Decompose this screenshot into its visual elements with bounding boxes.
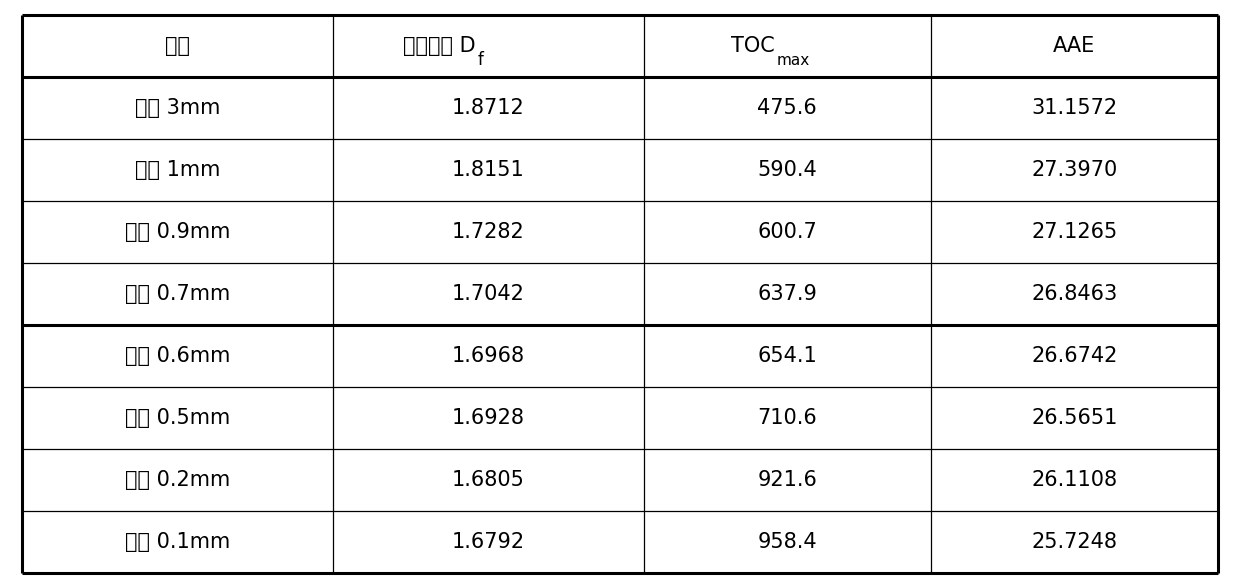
Text: 1.8712: 1.8712 bbox=[453, 98, 525, 118]
Text: 1.6968: 1.6968 bbox=[451, 346, 525, 366]
Text: 水稼 0.6mm: 水稼 0.6mm bbox=[125, 346, 231, 366]
Text: 600.7: 600.7 bbox=[758, 222, 817, 242]
Text: 958.4: 958.4 bbox=[758, 532, 817, 552]
Text: max: max bbox=[776, 53, 810, 68]
Text: 26.5651: 26.5651 bbox=[1030, 408, 1117, 428]
Text: 水稼 1mm: 水稼 1mm bbox=[135, 160, 221, 180]
Text: 637.9: 637.9 bbox=[758, 284, 817, 304]
Text: 1.6928: 1.6928 bbox=[453, 408, 525, 428]
Text: 475.6: 475.6 bbox=[758, 98, 817, 118]
Text: 921.6: 921.6 bbox=[758, 470, 817, 490]
Text: TOC: TOC bbox=[732, 36, 775, 56]
Text: 31.1572: 31.1572 bbox=[1032, 98, 1117, 118]
Text: 1.8151: 1.8151 bbox=[453, 160, 525, 180]
Text: 水稼 0.1mm: 水稼 0.1mm bbox=[125, 532, 231, 552]
Text: 26.1108: 26.1108 bbox=[1032, 470, 1117, 490]
Text: 水稼 0.5mm: 水稼 0.5mm bbox=[125, 408, 231, 428]
Text: 水稼 0.2mm: 水稼 0.2mm bbox=[125, 470, 231, 490]
Text: 水稼 3mm: 水稼 3mm bbox=[135, 98, 221, 118]
Text: 1.7282: 1.7282 bbox=[453, 222, 525, 242]
Text: 26.6742: 26.6742 bbox=[1030, 346, 1117, 366]
Text: 名称: 名称 bbox=[165, 36, 190, 56]
Text: 1.6792: 1.6792 bbox=[451, 532, 525, 552]
Text: 25.7248: 25.7248 bbox=[1032, 532, 1117, 552]
Text: 26.8463: 26.8463 bbox=[1032, 284, 1117, 304]
Text: 710.6: 710.6 bbox=[758, 408, 817, 428]
Text: 水稼 0.9mm: 水稼 0.9mm bbox=[125, 222, 231, 242]
Text: f: f bbox=[477, 51, 484, 69]
Text: AAE: AAE bbox=[1053, 36, 1095, 56]
Text: 1.6805: 1.6805 bbox=[453, 470, 525, 490]
Text: 654.1: 654.1 bbox=[758, 346, 817, 366]
Text: 1.7042: 1.7042 bbox=[453, 284, 525, 304]
Text: 水稼 0.7mm: 水稼 0.7mm bbox=[125, 284, 231, 304]
Text: 分形维数 D: 分形维数 D bbox=[403, 36, 476, 56]
Text: 27.3970: 27.3970 bbox=[1032, 160, 1117, 180]
Text: 27.1265: 27.1265 bbox=[1032, 222, 1117, 242]
Text: 590.4: 590.4 bbox=[758, 160, 817, 180]
